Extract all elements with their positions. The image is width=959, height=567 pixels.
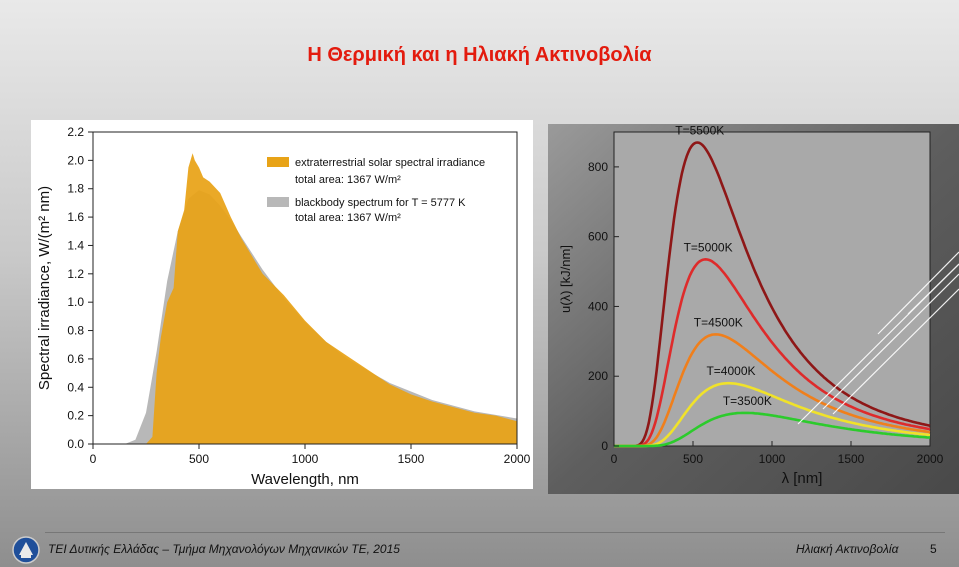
x-axis-label: Wavelength, nm bbox=[251, 471, 359, 488]
y-tick-label: 2.2 bbox=[67, 125, 84, 139]
blackbody-curves-chart: 0 500 1000 1500 2000 0 200 400 600 800 T=5500K T=5… bbox=[548, 123, 959, 494]
footer-institution: ΤΕΙ Δυτικής Ελλάδας – Τμήμα Μηχανολόγων … bbox=[48, 542, 400, 556]
x-tick-label: 0 bbox=[611, 452, 618, 466]
curve-5500k bbox=[614, 141, 931, 448]
x-tick-label: 1000 bbox=[759, 452, 786, 466]
institution-logo bbox=[12, 536, 40, 564]
legend-swatch-blackbody bbox=[267, 197, 289, 207]
y-axis-label: u(λ) [kJ/nm] bbox=[558, 245, 573, 313]
curve-4000k bbox=[614, 381, 931, 448]
x-tick-label: 2000 bbox=[917, 452, 944, 466]
x-tick-label: 2000 bbox=[504, 452, 531, 466]
solar-spectrum-chart: 0 500 1000 1500 2000 0.0 0.2 0.4 0.6 0.8 1.0 1.2 1.4… bbox=[31, 120, 533, 489]
y-tick-label: 0 bbox=[601, 439, 608, 453]
page-number: 5 bbox=[930, 542, 937, 556]
y-tick-label: 0.8 bbox=[67, 324, 84, 338]
x-tick-label: 1000 bbox=[292, 452, 319, 466]
y-tick-label: 0.4 bbox=[67, 380, 84, 394]
diag-line-4 bbox=[877, 251, 959, 335]
x-tick-label: 1500 bbox=[838, 452, 865, 466]
curve-label-5500k: T=5500K bbox=[675, 124, 724, 137]
y-tick-label: 0.0 bbox=[67, 437, 84, 451]
y-tick-label: 1.4 bbox=[67, 238, 84, 252]
curve-label-4000k: T=4000K bbox=[706, 364, 755, 378]
y-tick-label: 2.0 bbox=[67, 153, 84, 167]
legend-swatch-solar bbox=[267, 157, 289, 167]
y-tick-label: 600 bbox=[588, 230, 608, 244]
legend-solar-line1: extraterrestrial solar spectral irradian… bbox=[295, 157, 485, 169]
curve-4500k bbox=[614, 333, 931, 448]
footer-topic: Ηλιακή Ακτινοβολία bbox=[796, 542, 899, 556]
x-axis-label: λ [nm] bbox=[782, 470, 823, 487]
blackbody-curves-svg: 0 500 1000 1500 2000 0 200 400 600 800 T=5500K T=5… bbox=[548, 123, 959, 494]
y-tick-label: 0.2 bbox=[67, 409, 84, 423]
x-tick-label: 0 bbox=[90, 452, 97, 466]
legend-solar-line2: total area: 1367 W/m² bbox=[295, 174, 401, 186]
y-tick-label: 1.6 bbox=[67, 210, 84, 224]
y-axis-label: Spectral irradiance, W/(m² nm) bbox=[36, 186, 53, 390]
y-tick-label: 200 bbox=[588, 369, 608, 383]
curve-5000k bbox=[614, 257, 931, 448]
y-tick-label: 1.8 bbox=[67, 182, 84, 196]
solar-irradiance-area bbox=[146, 153, 517, 445]
y-tick-label: 0.6 bbox=[67, 352, 84, 366]
legend: extraterrestrial solar spectral irradian… bbox=[267, 157, 485, 224]
decorative-diagonal-lines bbox=[797, 251, 959, 425]
diag-line-2 bbox=[832, 288, 959, 415]
footer-divider bbox=[45, 532, 945, 533]
y-tick-label: 1.0 bbox=[67, 295, 84, 309]
legend-blackbody-line2: total area: 1367 W/m² bbox=[295, 212, 401, 224]
curve-label-5000k: T=5000K bbox=[684, 240, 733, 254]
x-tick-label: 1500 bbox=[398, 452, 425, 466]
solar-spectrum-svg: 0 500 1000 1500 2000 0.0 0.2 0.4 0.6 0.8 1.0 1.2 1.4… bbox=[36, 125, 531, 488]
legend-blackbody-line1: blackbody spectrum for T = 5777 K bbox=[295, 197, 466, 209]
y-tick-label: 800 bbox=[588, 160, 608, 174]
curve-label-3500k: T=3500K bbox=[723, 394, 772, 408]
x-tick-label: 500 bbox=[683, 452, 703, 466]
diag-line-5 bbox=[907, 263, 959, 315]
curve-3500k bbox=[614, 411, 931, 448]
y-tick-label: 1.2 bbox=[67, 267, 84, 281]
curve-label-4500k: T=4500K bbox=[694, 315, 743, 329]
diag-line-1 bbox=[822, 273, 959, 410]
y-tick-label: 400 bbox=[588, 299, 608, 313]
slide-title: Η Θερμική και η Ηλιακή Ακτινοβολία bbox=[307, 44, 652, 66]
x-tick-label: 500 bbox=[189, 452, 209, 466]
